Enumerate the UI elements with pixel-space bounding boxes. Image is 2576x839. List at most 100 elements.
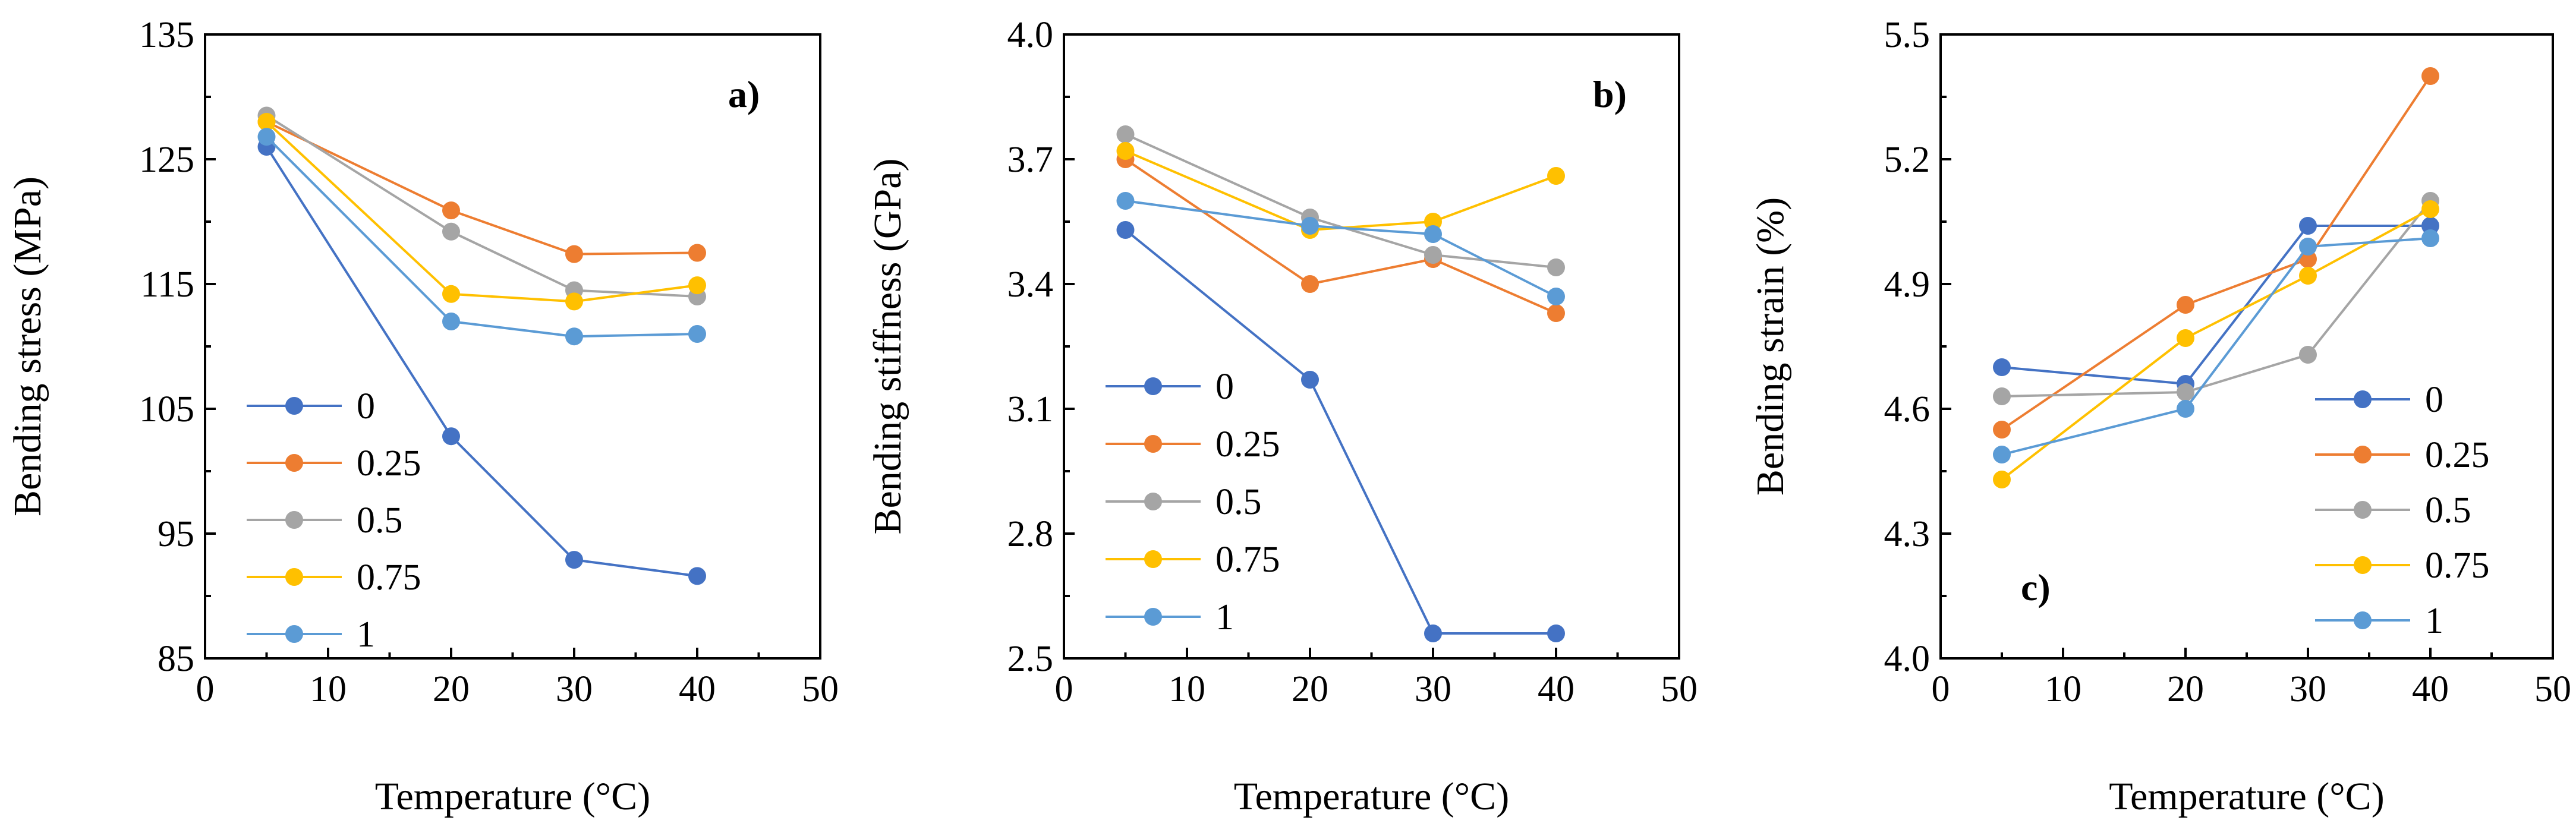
y-tick-label: 3.7 <box>1007 140 1054 180</box>
data-point <box>688 325 706 343</box>
legend-label: 0.5 <box>1215 482 1262 522</box>
data-point <box>565 292 583 311</box>
x-axis-title: Temperature (°C) <box>375 775 650 818</box>
legend-marker <box>285 625 303 643</box>
data-point <box>1547 304 1565 322</box>
data-point <box>2299 217 2317 235</box>
data-point <box>2299 346 2317 364</box>
series-line-1 <box>1125 158 1557 314</box>
data-point <box>565 245 583 263</box>
x-tick-label: 10 <box>310 669 347 709</box>
data-point <box>688 244 706 262</box>
legend-label: 1 <box>1215 597 1234 638</box>
data-point <box>1424 213 1442 231</box>
data-point <box>2421 200 2439 218</box>
y-tick-label: 3.1 <box>1007 389 1054 430</box>
legend-marker <box>1144 550 1162 568</box>
legend-label: 0.75 <box>357 557 421 598</box>
legend-label: 0 <box>357 386 375 427</box>
data-point <box>1116 142 1135 160</box>
x-tick-label: 40 <box>679 669 716 709</box>
panel-b: 0 10 20 30 40 502.52.83.13.43.74.0Temperature… <box>866 15 1698 818</box>
legend-label: 0 <box>2425 380 2443 420</box>
panel-label: a) <box>728 73 760 115</box>
data-point <box>2421 217 2439 235</box>
data-point <box>2177 329 2194 347</box>
y-tick-label: 95 <box>158 514 194 554</box>
y-tick-label: 5.5 <box>1884 15 1931 55</box>
data-point <box>442 222 460 241</box>
legend-label: 1 <box>357 614 375 655</box>
data-point <box>1993 358 2011 376</box>
legend-marker <box>2354 556 2372 574</box>
x-tick-label: 50 <box>1661 669 1698 709</box>
data-point <box>1993 471 2011 488</box>
series-line-1 <box>2001 75 2432 431</box>
legend-marker <box>2354 390 2372 408</box>
data-point <box>1424 225 1442 243</box>
series-line-0 <box>265 146 698 578</box>
data-point <box>1301 217 1319 235</box>
legend-label: 0.5 <box>357 500 403 541</box>
legend-marker <box>1144 608 1162 626</box>
y-tick-label: 4.0 <box>1884 639 1931 679</box>
series-line-0 <box>2001 225 2430 386</box>
legend-label: 0.75 <box>1215 540 1280 580</box>
x-tick-label: 0 <box>1055 669 1073 709</box>
data-point <box>2177 296 2194 314</box>
series-line-2 <box>2001 200 2432 398</box>
data-point <box>565 327 583 346</box>
y-tick-label: 5.2 <box>1884 140 1931 180</box>
y-tick-label: 4.9 <box>1884 264 1931 305</box>
series-line-1 <box>266 121 698 256</box>
legend-label: 0 <box>1215 367 1234 407</box>
legend-marker <box>1144 377 1162 395</box>
series-line-4 <box>2001 237 2431 456</box>
data-point <box>1993 446 2011 463</box>
data-point <box>1116 192 1135 210</box>
series-line-3 <box>1125 150 1557 232</box>
data-point <box>442 427 460 446</box>
x-axis-title: Temperature (°C) <box>2109 775 2384 818</box>
x-tick-label: 40 <box>2412 669 2449 709</box>
y-tick-label: 3.4 <box>1007 264 1054 305</box>
y-tick-label: 2.8 <box>1007 514 1054 554</box>
x-axis-title: Temperature (°C) <box>1234 775 1509 818</box>
data-point <box>442 201 460 220</box>
x-tick-label: 30 <box>2290 669 2326 709</box>
data-point <box>1547 624 1565 642</box>
y-tick-label: 2.5 <box>1007 639 1054 679</box>
data-point <box>2177 400 2194 418</box>
data-point <box>1547 167 1565 185</box>
x-tick-label: 10 <box>1169 669 1205 709</box>
legend-label: 0.75 <box>2425 545 2490 586</box>
data-point <box>2299 250 2317 268</box>
legend-marker <box>285 454 303 472</box>
data-point <box>565 551 583 569</box>
x-tick-label: 20 <box>1292 669 1328 709</box>
panel-label: b) <box>1593 73 1627 115</box>
data-point <box>2299 238 2317 256</box>
legend-marker <box>285 511 303 529</box>
data-point <box>1993 387 2011 405</box>
data-point <box>257 113 276 131</box>
y-tick-label: 115 <box>140 264 194 305</box>
y-tick-label: 135 <box>139 15 194 55</box>
series-line-3 <box>266 121 698 303</box>
legend-marker <box>285 568 303 586</box>
y-axis-title: Bending stress (MPa) <box>6 176 49 516</box>
data-point <box>1301 275 1319 293</box>
y-axis-title: Bending strain (%) <box>1749 197 1792 496</box>
data-point <box>2299 267 2317 285</box>
data-point <box>1424 624 1442 642</box>
y-tick-label: 4.0 <box>1007 15 1054 55</box>
series-line-4 <box>1125 200 1557 298</box>
legend-marker <box>2354 611 2372 629</box>
data-point <box>2421 229 2439 247</box>
y-tick-label: 125 <box>139 140 194 180</box>
series-line-4 <box>266 135 698 338</box>
x-tick-label: 20 <box>2167 669 2204 709</box>
data-point <box>688 276 706 295</box>
